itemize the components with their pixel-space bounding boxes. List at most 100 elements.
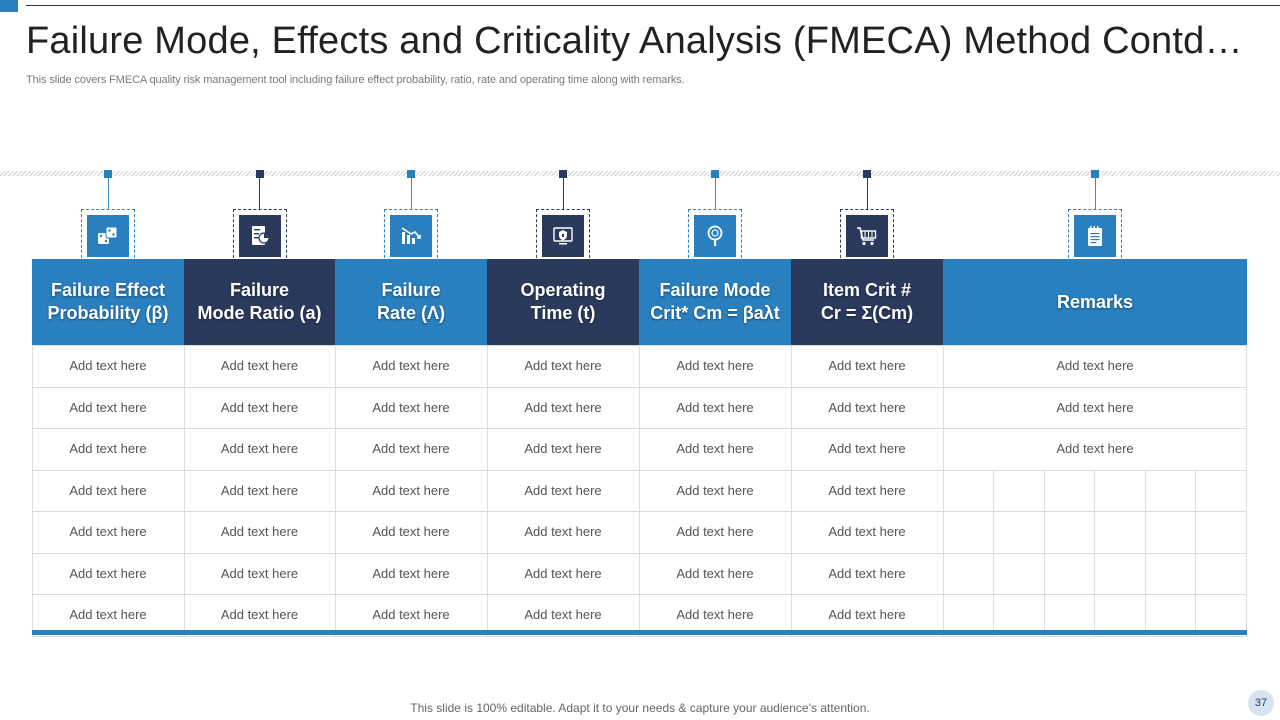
column-divider: [487, 345, 488, 636]
table-cell[interactable]: Add text here: [676, 358, 754, 374]
column-header: Failure Rate (Λ): [335, 259, 487, 345]
table-cell[interactable]: Add text here: [524, 565, 602, 581]
icon-frame: [384, 209, 438, 263]
table-cell[interactable]: Add text here: [69, 482, 147, 498]
dice-icon: [87, 215, 129, 257]
icon-frame: [81, 209, 135, 263]
connector-dot: [711, 170, 719, 178]
column-header-line: Probability (β): [47, 303, 169, 323]
connector-line: [714, 174, 716, 210]
table-cell[interactable]: Add text here: [676, 482, 754, 498]
table-cell[interactable]: Add text here: [372, 399, 450, 415]
icon-frame: [1068, 209, 1122, 263]
connector-line: [259, 174, 260, 210]
table-cell[interactable]: Add text here: [69, 565, 147, 581]
table-cell[interactable]: Add text here: [372, 565, 450, 581]
column-divider: [791, 345, 792, 636]
table-cell[interactable]: Add text here: [1056, 441, 1134, 457]
table-cell[interactable]: Add text here: [828, 524, 906, 540]
table-cell[interactable]: Add text here: [1056, 399, 1134, 415]
table-cell[interactable]: Add text here: [828, 358, 906, 374]
table-cell[interactable]: Add text here: [828, 441, 906, 457]
column-divider: [335, 345, 336, 636]
page-number: 37: [1248, 690, 1274, 716]
table-cell[interactable]: Add text here: [524, 441, 602, 457]
connector-line: [107, 174, 109, 210]
table-cell[interactable]: Add text here: [524, 482, 602, 498]
security-settings-icon: [542, 215, 584, 257]
page-title: Failure Mode, Effects and Criticality An…: [26, 20, 1243, 62]
page-subtitle: This slide covers FMECA quality risk man…: [26, 74, 685, 86]
remarks-subgrid-line: [1044, 469, 1045, 636]
column-header-line: Remarks: [1056, 291, 1134, 312]
connector-line: [562, 174, 564, 210]
hatched-divider: [0, 171, 1280, 176]
table-cell[interactable]: Add text here: [372, 524, 450, 540]
column-header-line: Time (t): [530, 303, 596, 323]
column-header: Failure Mode Ratio (a): [184, 259, 335, 345]
connector-dot: [255, 170, 264, 178]
table-cell[interactable]: Add text here: [220, 399, 299, 415]
table-cell[interactable]: Add text here: [372, 482, 450, 498]
column-header-line: Failure Mode: [659, 280, 771, 300]
table-cell[interactable]: Add text here: [220, 607, 299, 623]
remarks-subgrid-line: [1145, 469, 1146, 636]
column-divider: [639, 345, 640, 636]
table-cell[interactable]: Add text here: [372, 441, 450, 457]
column-header-line: Rate (Λ): [376, 303, 445, 323]
table-cell[interactable]: Add text here: [676, 565, 754, 581]
table-cell[interactable]: Add text here: [676, 399, 754, 415]
connector-dot: [1091, 170, 1099, 178]
connector-dot: [407, 170, 415, 178]
table-cell[interactable]: Add text here: [220, 565, 299, 581]
table-cell[interactable]: Add text here: [524, 607, 602, 623]
table-cell[interactable]: Add text here: [69, 399, 147, 415]
table-cell[interactable]: Add text here: [828, 607, 906, 623]
footer-note: This slide is 100% editable. Adapt it to…: [410, 701, 870, 715]
fmeca-table: Failure Effect Probability (β) Failure Mode…: [32, 259, 1247, 637]
column-header: Failure Effect Probability (β): [32, 259, 184, 345]
table-cell[interactable]: Add text here: [69, 524, 147, 540]
connector-dot: [104, 170, 112, 178]
declining-chart-icon: [390, 215, 432, 257]
column-header-line: Failure: [381, 280, 441, 300]
table-cell[interactable]: Add text here: [220, 358, 299, 374]
icon-frame: [840, 209, 894, 263]
connector-dot: [863, 170, 871, 178]
top-rule: [26, 5, 1280, 6]
column-header-line: Mode Ratio (a): [197, 303, 322, 323]
column-header: Remarks: [943, 259, 1247, 345]
table-cell[interactable]: Add text here: [1056, 358, 1134, 374]
column-divider: [32, 345, 33, 636]
table-cell[interactable]: Add text here: [828, 482, 906, 498]
table-cell[interactable]: Add text here: [372, 607, 450, 623]
table-cell[interactable]: Add text here: [676, 524, 754, 540]
connector-line: [866, 174, 868, 210]
table-cell[interactable]: Add text here: [524, 358, 602, 374]
column-divider: [184, 345, 185, 636]
remarks-subgrid-line: [1094, 469, 1095, 636]
table-cell[interactable]: Add text here: [69, 441, 147, 457]
table-cell[interactable]: Add text here: [220, 482, 299, 498]
table-cell[interactable]: Add text here: [676, 441, 754, 457]
table-cell[interactable]: Add text here: [828, 399, 906, 415]
table-cell[interactable]: Add text here: [828, 565, 906, 581]
table-cell[interactable]: Add text here: [676, 607, 754, 623]
column-header-line: Failure: [229, 280, 290, 300]
column-header: Item Crit # Cr = Σ(Cm): [791, 259, 943, 345]
table-cell[interactable]: Add text here: [372, 358, 450, 374]
remarks-subgrid-line: [1195, 469, 1196, 636]
table-cell[interactable]: Add text here: [220, 524, 299, 540]
column-divider: [943, 345, 944, 636]
icon-frame: [232, 209, 287, 263]
table-bottom-bar: [32, 630, 1247, 635]
column-header-line: Crit* Cm = βaλt: [650, 303, 780, 323]
table-cell[interactable]: Add text here: [69, 607, 147, 623]
table-cell[interactable]: Add text here: [220, 441, 299, 457]
column-header-line: Failure Effect: [50, 280, 166, 300]
table-cell[interactable]: Add text here: [524, 399, 602, 415]
table-cell[interactable]: Add text here: [69, 358, 147, 374]
icon-frame: [536, 209, 590, 263]
table-cell[interactable]: Add text here: [524, 524, 602, 540]
connector-dot: [559, 170, 567, 178]
